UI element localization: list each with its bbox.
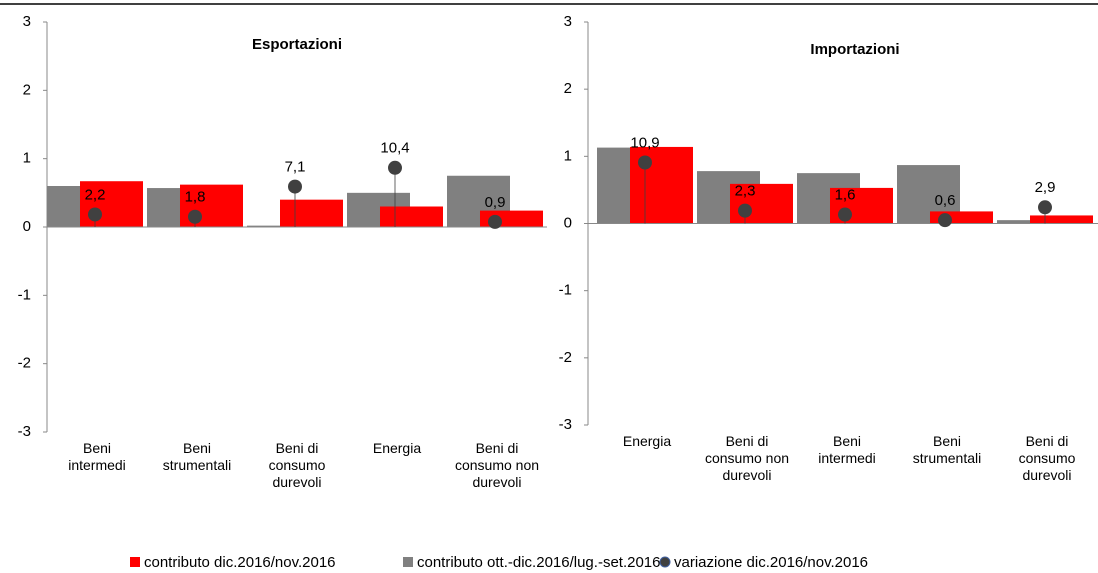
data-label: 2,3	[735, 183, 756, 200]
dot	[938, 213, 952, 228]
x-tick-label: Beni di consumo durevoli	[1018, 433, 1076, 483]
bar	[730, 183, 793, 224]
data-label: 10,9	[630, 134, 659, 151]
data-label: 1,8	[185, 189, 206, 206]
y-tick-label: 2	[23, 81, 31, 98]
data-label: 0,6	[935, 192, 956, 209]
x-tick-label: Energia	[372, 440, 422, 456]
chart-title: Importazioni	[810, 41, 899, 58]
y-tick-label: 3	[564, 13, 572, 30]
data-label: 0,9	[485, 194, 506, 211]
legend-label: contributo ott.-dic.2016/lug.-set.2016	[417, 554, 661, 571]
x-tick-label: Beni strumentali	[162, 440, 232, 473]
y-tick-label: -3	[559, 416, 572, 433]
legend-label: variazione dic.2016/nov.2016	[674, 554, 868, 571]
dot	[638, 155, 652, 170]
dot	[488, 214, 502, 229]
y-tick-label: 1	[564, 147, 572, 164]
dot	[188, 209, 202, 224]
legend-marker	[403, 557, 413, 567]
bar	[247, 225, 310, 227]
x-tick-label: Energia	[622, 433, 672, 449]
data-label: 7,1	[285, 159, 306, 176]
x-tick-label: Beni di consumo non durevoli	[704, 433, 790, 483]
dot	[738, 203, 752, 218]
legend-label: contributo dic.2016/nov.2016	[144, 554, 336, 571]
dot	[288, 179, 302, 194]
dot	[388, 160, 402, 175]
bar	[1030, 215, 1093, 224]
chart-title: Esportazioni	[252, 36, 342, 53]
bar	[997, 220, 1060, 224]
dot	[838, 207, 852, 222]
y-tick-label: 1	[23, 150, 31, 167]
x-tick-label: Beni intermedi	[68, 440, 126, 473]
dot	[88, 207, 102, 222]
y-tick-label: -2	[18, 355, 31, 372]
data-label: 2,2	[85, 186, 106, 203]
legend-marker	[659, 556, 671, 568]
legend-marker	[130, 557, 140, 567]
y-tick-label: 3	[23, 13, 31, 30]
data-label: 1,6	[835, 187, 856, 204]
y-tick-label: 0	[23, 218, 31, 235]
x-tick-label: Beni di consumo non durevoli	[454, 440, 540, 490]
y-tick-label: 0	[564, 214, 572, 231]
x-tick-label: Beni strumentali	[912, 433, 982, 466]
y-tick-label: -1	[18, 286, 31, 303]
dot	[1038, 200, 1052, 215]
bar	[380, 206, 443, 227]
x-tick-label: Beni di consumo durevoli	[268, 440, 326, 490]
y-tick-label: -3	[18, 423, 31, 440]
y-tick-label: -2	[559, 349, 572, 366]
x-tick-label: Beni intermedi	[818, 433, 876, 466]
data-label: 2,9	[1035, 179, 1056, 196]
bar	[280, 199, 343, 227]
y-tick-label: -1	[559, 282, 572, 299]
data-label: 10,4	[380, 140, 409, 157]
y-tick-label: 2	[564, 80, 572, 97]
